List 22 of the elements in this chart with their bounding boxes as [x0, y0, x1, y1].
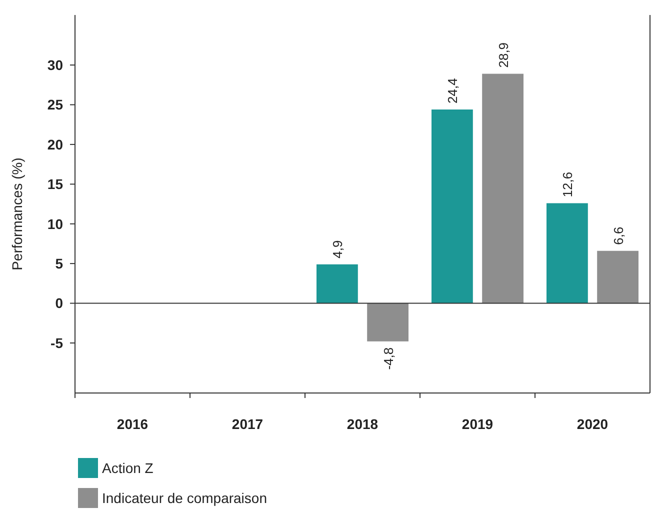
x-tick-label: 2020: [576, 416, 608, 432]
y-tick-label: 20: [47, 136, 64, 152]
data-label: 24,4: [445, 78, 460, 104]
y-tick-label: 10: [47, 216, 64, 232]
x-tick-label: 2019: [462, 416, 494, 432]
legend-label: Action Z: [102, 460, 154, 476]
x-tick-label: 2016: [116, 416, 148, 432]
y-tick-label: 25: [47, 96, 64, 113]
data-label: 12,6: [560, 172, 576, 198]
y-tick-label: -5: [50, 334, 64, 351]
legend-label: Indicateur de comparaison: [102, 490, 267, 506]
x-tick-label: 2017: [232, 416, 264, 432]
y-tick-label: 0: [55, 295, 64, 312]
y-axis-title: Performances (%): [9, 158, 25, 270]
data-label: 4,9: [330, 240, 346, 258]
x-tick-label: 2018: [346, 416, 378, 432]
data-label: 28,9: [496, 42, 511, 68]
y-tick-label: 15: [47, 176, 64, 192]
data-label: -4,8: [380, 347, 396, 370]
y-tick-label: 5: [55, 255, 64, 272]
y-tick-label: 30: [47, 56, 64, 73]
data-label: 6,6: [610, 226, 626, 245]
